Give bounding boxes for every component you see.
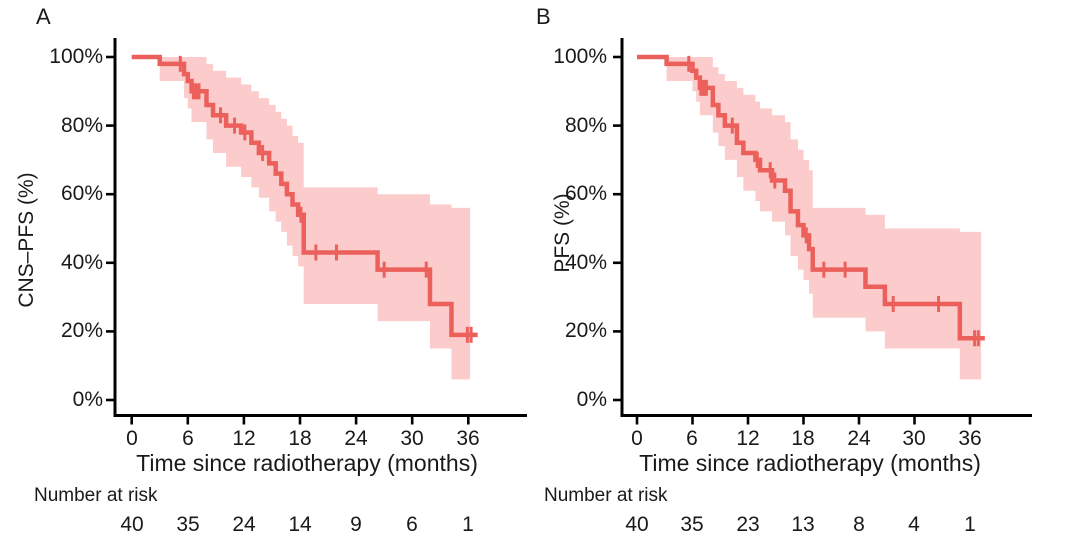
- risk-count: 14: [288, 513, 312, 536]
- x-tick-label: 24: [847, 427, 871, 450]
- panel-a-label: A: [36, 4, 51, 29]
- risk-count: 8: [853, 513, 865, 536]
- y-tick-label: 40%: [60, 251, 103, 274]
- panel-a-risk-table-label: Number at risk: [34, 485, 158, 506]
- risk-count: 6: [406, 513, 418, 536]
- risk-count: 1: [462, 513, 474, 536]
- panel-a-x-axis-title: Time since radiotherapy (months): [136, 450, 478, 476]
- risk-count: 1: [964, 513, 976, 536]
- x-tick-label: 6: [686, 427, 698, 450]
- risk-count: 4: [908, 513, 920, 536]
- panel-b-plot: [613, 38, 1032, 425]
- y-tick-label: 80%: [60, 114, 103, 137]
- x-tick-label: 18: [288, 427, 312, 450]
- panel-b-label: B: [536, 4, 551, 29]
- risk-count: 35: [176, 513, 200, 536]
- risk-count: 35: [680, 513, 704, 536]
- panel-b-risk-table-label: Number at risk: [544, 485, 668, 506]
- y-tick-label: 40%: [564, 251, 607, 274]
- y-tick-label: 100%: [553, 45, 607, 68]
- y-tick-label: 60%: [60, 182, 103, 205]
- km-curve: [637, 54, 985, 341]
- x-tick-label: 18: [791, 427, 815, 450]
- panel-b-x-axis-title: Time since radiotherapy (months): [639, 450, 981, 476]
- x-tick-label: 6: [182, 427, 194, 450]
- y-tick-label: 0%: [72, 388, 103, 411]
- y-tick-label: 60%: [564, 182, 607, 205]
- confidence-band: [159, 57, 471, 380]
- confidence-band: [666, 57, 982, 380]
- risk-count: 40: [120, 513, 144, 536]
- y-tick-label: 80%: [564, 114, 607, 137]
- x-tick-label: 24: [344, 427, 368, 450]
- x-tick-label: 0: [126, 427, 138, 450]
- x-tick-label: 12: [232, 427, 256, 450]
- x-tick-label: 36: [456, 427, 480, 450]
- x-tick-label: 12: [736, 427, 760, 450]
- y-tick-label: 20%: [60, 319, 103, 342]
- y-tick-label: 100%: [49, 45, 103, 68]
- x-tick-label: 36: [958, 427, 982, 450]
- x-tick-label: 0: [631, 427, 643, 450]
- x-tick-label: 30: [400, 427, 424, 450]
- y-tick-label: 0%: [576, 388, 607, 411]
- x-tick-label: 30: [902, 427, 926, 450]
- risk-count: 23: [736, 513, 760, 536]
- y-tick-label: 20%: [564, 319, 607, 342]
- risk-count: 9: [350, 513, 362, 536]
- risk-count: 24: [232, 513, 256, 536]
- risk-count: 40: [625, 513, 649, 536]
- panel-a-plot: [106, 38, 527, 425]
- risk-count: 13: [791, 513, 815, 536]
